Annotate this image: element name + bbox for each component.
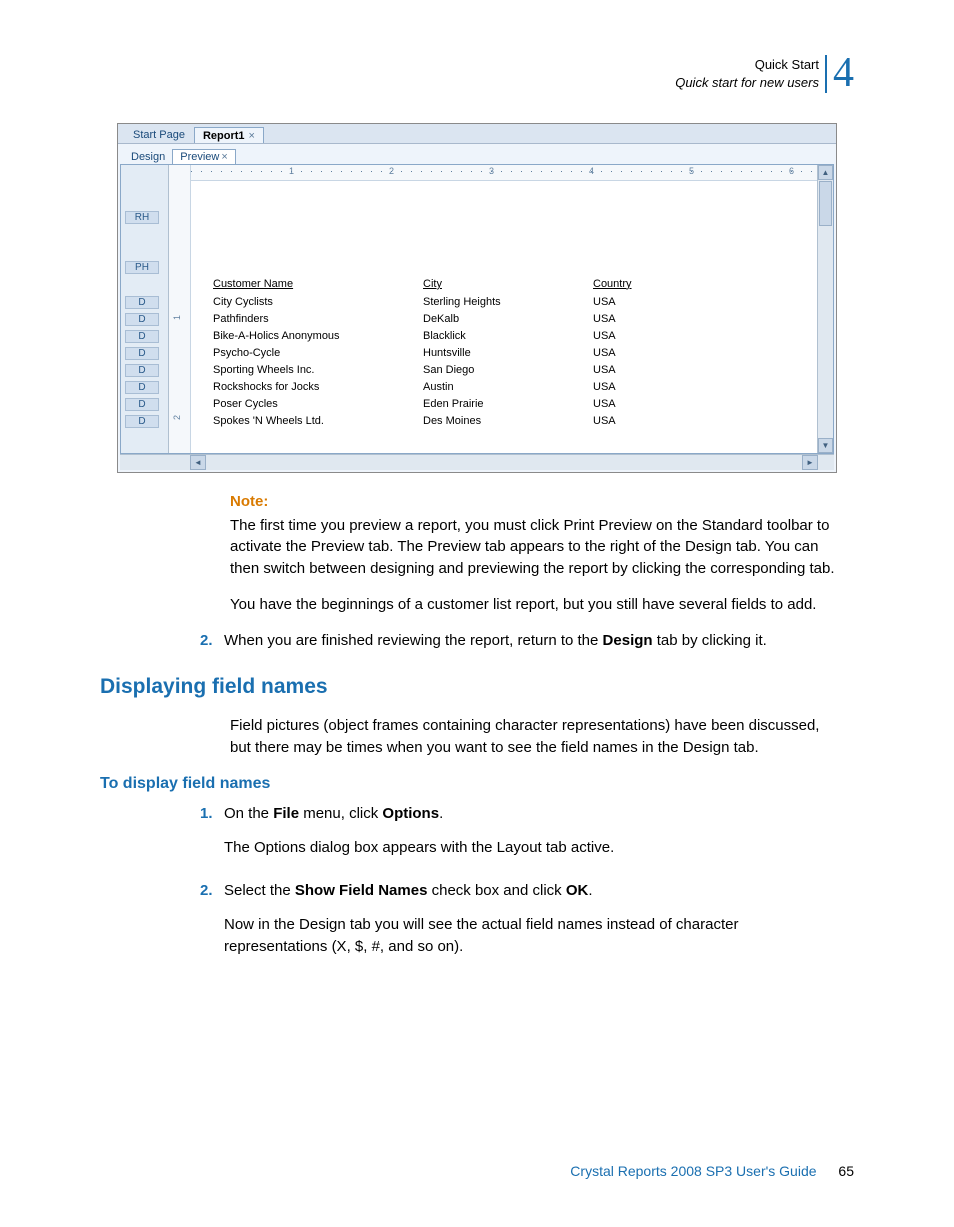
scroll-up-arrow-icon[interactable]: ▲ <box>818 165 833 180</box>
view-tabs: Design Preview× <box>120 146 834 164</box>
tab-design[interactable]: Design <box>124 150 172 164</box>
page-number: 65 <box>838 1163 854 1179</box>
body-content: Field pictures (object frames containing… <box>230 715 840 759</box>
header-subtitle: Quick start for new users <box>675 74 819 92</box>
section-rh[interactable]: RH <box>125 211 159 224</box>
report-preview-window: Start Page Report1× Design Preview× RH P… <box>117 123 837 473</box>
report-canvas: RH PH D D D D D D D D 1 2 <box>120 164 834 454</box>
table-row: Bike-A-Holics Anonymous Blacklick USA <box>213 330 713 342</box>
table-row: Sporting Wheels Inc. San Diego USA <box>213 364 713 376</box>
scroll-thumb[interactable] <box>819 181 832 226</box>
body-content: 1. On the File menu, click Options. The … <box>230 803 840 972</box>
horizontal-ruler: 1 2 3 4 5 6 <box>191 165 817 181</box>
section-d[interactable]: D <box>125 381 159 394</box>
column-header-name: Customer Name <box>213 278 423 290</box>
section-column: RH PH D D D D D D D D <box>121 165 169 453</box>
footer-guide: Crystal Reports 2008 SP3 User's Guide <box>570 1163 816 1179</box>
scroll-down-arrow-icon[interactable]: ▼ <box>818 438 833 453</box>
section-d[interactable]: D <box>125 364 159 377</box>
tab-preview[interactable]: Preview× <box>172 149 236 164</box>
vertical-scrollbar[interactable]: ▲ ▼ <box>817 165 833 453</box>
section-d[interactable]: D <box>125 296 159 309</box>
close-icon[interactable]: × <box>221 151 227 163</box>
section-ph[interactable]: PH <box>125 261 159 274</box>
chapter-number: 4 <box>825 55 854 93</box>
table-row: Psycho-Cycle Huntsville USA <box>213 347 713 359</box>
section-d[interactable]: D <box>125 415 159 428</box>
heading-displaying-field-names: Displaying field names <box>100 675 854 699</box>
body-content: Note: The first time you preview a repor… <box>230 491 840 652</box>
page-footer: Crystal Reports 2008 SP3 User's Guide 65 <box>570 1163 854 1179</box>
section-d[interactable]: D <box>125 398 159 411</box>
section-d[interactable]: D <box>125 330 159 343</box>
step-number: 2. <box>200 630 224 652</box>
page-header-row: Customer Name City Country <box>213 278 713 290</box>
column-header-city: City <box>423 278 593 290</box>
heading-to-display-field-names: To display field names <box>100 775 854 793</box>
table-row: Poser Cycles Eden Prairie USA <box>213 398 713 410</box>
paragraph: Field pictures (object frames containing… <box>230 715 840 759</box>
paragraph: You have the beginnings of a customer li… <box>230 594 840 616</box>
step-1: 1. On the File menu, click Options. The … <box>200 803 840 873</box>
horizontal-scrollbar[interactable]: ◄ ► <box>120 454 834 470</box>
canvas-main: 1 2 3 4 5 6 Customer Name City Country <box>191 165 817 453</box>
section-d[interactable]: D <box>125 347 159 360</box>
vertical-ruler: 1 2 <box>169 165 191 453</box>
table-row: City Cyclists Sterling Heights USA <box>213 296 713 308</box>
scroll-right-arrow-icon[interactable]: ► <box>802 455 818 470</box>
close-icon[interactable]: × <box>249 130 255 142</box>
step-number: 1. <box>200 803 224 873</box>
column-header-country: Country <box>593 278 713 290</box>
scroll-left-arrow-icon[interactable]: ◄ <box>190 455 206 470</box>
document-tabs: Start Page Report1× <box>118 124 836 144</box>
section-d[interactable]: D <box>125 313 159 326</box>
step-sub: The Options dialog box appears with the … <box>224 837 840 859</box>
step-2: 2. When you are finished reviewing the r… <box>200 630 840 652</box>
table-row: Rockshocks for Jocks Austin USA <box>213 381 713 393</box>
note-label: Note: <box>230 491 840 513</box>
table-row: Pathfinders DeKalb USA <box>213 313 713 325</box>
header-title: Quick Start <box>675 56 819 74</box>
step-2b: 2. Select the Show Field Names check box… <box>200 880 840 971</box>
table-row: Spokes 'N Wheels Ltd. Des Moines USA <box>213 415 713 427</box>
tab-start-page[interactable]: Start Page <box>124 126 194 143</box>
note-body: The first time you preview a report, you… <box>230 515 840 580</box>
step-number: 2. <box>200 880 224 971</box>
step-sub: Now in the Design tab you will see the a… <box>224 914 840 958</box>
page-header: Quick Start Quick start for new users 4 <box>100 55 854 93</box>
tab-report1[interactable]: Report1× <box>194 127 264 143</box>
